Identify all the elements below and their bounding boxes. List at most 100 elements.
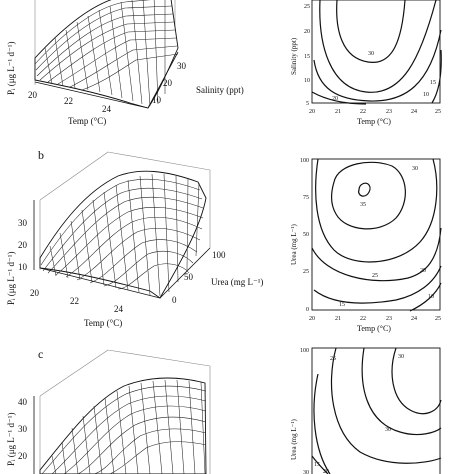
panel-b-contour-ytick-4: 100 xyxy=(300,158,309,164)
panel-b-contour-label-35: 35 xyxy=(360,202,366,208)
panel-c-box xyxy=(39,349,211,474)
panel-c-contour: 25 30 30 15 20 Urea (mg L⁻¹) 100 30 xyxy=(290,347,442,474)
panel-b-contour-ytick-2: 50 xyxy=(303,232,309,238)
panel-c-contour-ytick-0: 30 xyxy=(303,470,309,474)
panel-a-contour-ytick-2: 15 xyxy=(304,54,310,60)
panel-a-surface: Pᵢ (μg L⁻¹ d⁻¹) 20 22 24 Temp (°C) 10 20… xyxy=(6,0,244,126)
panel-a-ytick-0: 10 xyxy=(152,95,162,105)
panel-a-axes xyxy=(34,51,179,109)
panel-a-xtick-2: 24 xyxy=(102,104,112,114)
panel-c-contour-frame xyxy=(311,347,441,474)
panel-c-zlabel: Pᵢ (μg L⁻¹ d⁻¹) xyxy=(6,413,16,466)
panel-a-contour-20 xyxy=(319,0,437,93)
panel-b-ztick-2: 30 xyxy=(18,218,28,228)
panel-b-contour-label-15: 15 xyxy=(339,302,345,308)
panel-c-contour-25 xyxy=(330,348,442,464)
panel-c-contour-label-20: 20 xyxy=(323,469,329,474)
panel-a-contour-15 xyxy=(313,29,442,102)
panel-a-xtick-0: 20 xyxy=(28,90,38,100)
panel-a-contour-ytick-0: 5 xyxy=(306,101,309,107)
panel-c-label: c xyxy=(38,347,43,361)
panel-b-contour-30 xyxy=(331,161,406,230)
panel-c-contour-label-30b: 30 xyxy=(385,427,391,433)
panel-a-contour-label-30: 30 xyxy=(368,51,374,57)
panel-c-mesh xyxy=(41,379,207,474)
panel-b-xtick-1: 22 xyxy=(70,296,79,306)
panel-a-contour-ylabel: Salinity (ppt) xyxy=(290,37,298,75)
panel-b-axes xyxy=(33,200,211,299)
panel-c-contour-label-25: 25 xyxy=(330,356,336,362)
panel-b-ztick-0: 10 xyxy=(18,262,28,272)
panel-b-contour-25 xyxy=(315,159,438,263)
panel-a-zlabel: Pᵢ (μg L⁻¹ d⁻¹) xyxy=(6,42,16,95)
panel-b-contour-ytick-3: 75 xyxy=(303,195,309,201)
panel-b-contour-35 xyxy=(358,182,371,197)
panel-b-surface-patch xyxy=(39,170,207,299)
panel-c-contour-20 xyxy=(313,373,331,474)
panel-b-contour-ylabel: Urea (mg L⁻¹) xyxy=(290,224,298,265)
panel-c-contour-label-30a: 30 xyxy=(398,354,404,360)
panel-a-contour-xtick-4: 24 xyxy=(411,109,417,115)
panel-b-contour-lines xyxy=(311,159,442,312)
panel-b-contour-ytick-0: 0 xyxy=(306,307,309,313)
panel-b-contour-20 xyxy=(311,227,442,282)
panel-c-contour-lines xyxy=(311,348,442,474)
panel-b-contour-xtick-1: 21 xyxy=(335,316,341,322)
panel-a-contour-ytick-3: 20 xyxy=(304,29,310,35)
panel-a-contour-xtick-5: 25 xyxy=(435,109,441,115)
panel-a-mesh xyxy=(34,0,179,107)
panel-b-ytick-2: 100 xyxy=(212,250,226,260)
panel-b-contour-frame xyxy=(311,158,441,311)
panel-c-ztick-0: 20 xyxy=(18,451,28,461)
panel-c-surface: c Pᵢ (μg L⁻¹ d⁻¹) 40 30 20 xyxy=(6,347,211,474)
panel-a-contour-frame xyxy=(311,0,441,104)
panel-c-contour-label-15: 15 xyxy=(314,462,320,468)
panel-a-ytick-1: 20 xyxy=(163,78,173,88)
panel-a-contour-ytick-1: 10 xyxy=(304,78,310,84)
panel-c-contour-15 xyxy=(311,455,329,474)
panel-b-contour-label-20: 20 xyxy=(420,268,426,274)
panel-c-contour-30a xyxy=(361,348,442,436)
panel-a-contour: 30 20 10 15 Salinity (ppt) 25 20 15 10 5… xyxy=(290,0,442,126)
panel-b-label: b xyxy=(38,148,44,162)
panel-b-ytick-0: 0 xyxy=(172,295,177,305)
panel-b-contour-label-25: 25 xyxy=(372,273,378,279)
panel-a-ylabel: Salinity (ppt) xyxy=(196,85,244,95)
panel-a-contour-xtick-3: 23 xyxy=(386,109,392,115)
panel-a-contour-xtick-2: 22 xyxy=(360,109,366,115)
panel-b-contour-xtick-0: 20 xyxy=(309,316,315,322)
panel-b-ylabel: Urea (mg L⁻¹) xyxy=(211,277,263,287)
panel-a-contour-10 xyxy=(311,49,442,105)
panel-b-contour-xtick-4: 24 xyxy=(411,316,417,322)
panel-a-ytick-2: 30 xyxy=(177,61,187,71)
panel-b-contour-10 xyxy=(409,282,442,312)
panel-b-contour-xlabel: Temp (°C) xyxy=(357,324,391,333)
panel-b-mesh xyxy=(40,173,204,297)
panel-a-contour-30 xyxy=(336,0,406,63)
panel-a-contour-label-15: 15 xyxy=(430,80,436,86)
panel-a-contour-xtick-0: 20 xyxy=(309,109,315,115)
panel-a-contour-label-10: 10 xyxy=(423,92,429,98)
panel-b-contour: 35 30 25 20 15 10 Urea (mg L⁻¹) 100 75 5… xyxy=(290,158,442,333)
panel-b-xtick-2: 24 xyxy=(114,304,124,314)
panel-b-contour-15 xyxy=(313,265,442,304)
panel-b-ytick-1: 50 xyxy=(184,272,194,282)
panel-a-contour-xtick-1: 21 xyxy=(335,109,341,115)
panel-b-contour-xtick-5: 25 xyxy=(435,316,441,322)
panel-b-contour-xtick-3: 23 xyxy=(386,316,392,322)
panel-b-contour-xtick-2: 22 xyxy=(360,316,366,322)
panel-c-ztick-1: 30 xyxy=(18,424,28,434)
panel-b-surface: b Pᵢ (μg L⁻¹ d⁻¹) 30 20 10 20 22 24 Temp… xyxy=(6,148,263,328)
panel-a-contour-ytick-4: 25 xyxy=(304,4,310,10)
panel-b-contour-label-30: 30 xyxy=(412,166,418,172)
panel-a-contour-lines xyxy=(311,0,442,105)
panel-b-xlabel: Temp (°C) xyxy=(84,318,122,328)
panel-a-xlabel: Temp (°C) xyxy=(68,116,106,126)
panel-a-xtick-1: 22 xyxy=(64,96,73,106)
panel-a-contour-label-20: 20 xyxy=(332,96,338,102)
panel-c-contour-ylabel: Urea (mg L⁻¹) xyxy=(290,419,298,460)
panel-c-surface-patch xyxy=(39,377,207,474)
panel-b-contour-label-10: 10 xyxy=(428,294,434,300)
panel-c-ztick-2: 40 xyxy=(18,397,28,407)
